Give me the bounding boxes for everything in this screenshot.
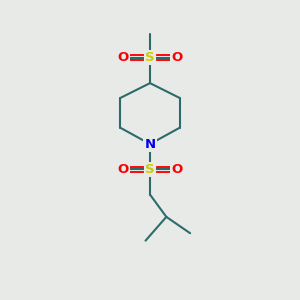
Text: O: O	[118, 163, 129, 176]
Text: O: O	[118, 51, 129, 64]
Text: S: S	[145, 51, 155, 64]
Text: O: O	[171, 163, 182, 176]
Text: S: S	[145, 163, 155, 176]
Text: O: O	[171, 51, 182, 64]
Text: N: N	[144, 138, 156, 151]
